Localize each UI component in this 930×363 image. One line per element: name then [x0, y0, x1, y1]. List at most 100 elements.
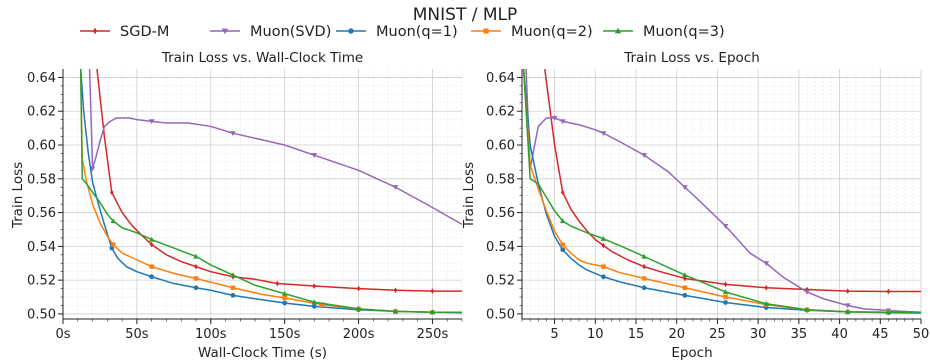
series-line — [544, 69, 921, 293]
x-tick-label: 200s — [343, 327, 375, 342]
data-point — [560, 242, 565, 247]
data-point — [230, 131, 236, 136]
data-point — [763, 300, 770, 306]
data-point — [682, 292, 688, 298]
data-point — [551, 115, 558, 121]
data-point — [601, 274, 606, 280]
series-sgd-m — [544, 69, 921, 295]
data-point — [392, 185, 399, 191]
legend-entry: Muon(SVD) — [210, 24, 331, 40]
data-point — [844, 309, 851, 315]
data-point — [642, 263, 646, 270]
data-point — [559, 218, 566, 224]
data-point — [722, 289, 729, 295]
legend-label: SGD-M — [120, 24, 169, 40]
data-point — [230, 285, 236, 290]
data-point — [682, 185, 688, 191]
y-tick-label: 0.52 — [27, 274, 56, 289]
data-point — [601, 264, 606, 269]
data-point — [319, 302, 324, 307]
x-tick-label: 25 — [709, 327, 726, 342]
data-point — [356, 285, 361, 292]
data-point — [194, 263, 198, 270]
x-tick-label: 20 — [668, 327, 685, 342]
legend-label: Muon(q=2) — [511, 24, 593, 40]
y-axis-label: Train Loss — [10, 162, 26, 229]
x-tick-label: 50 — [913, 327, 930, 342]
data-point — [193, 285, 199, 291]
data-point — [763, 261, 770, 267]
y-tick-label: 0.60 — [486, 139, 515, 154]
data-point — [886, 288, 891, 295]
data-point — [148, 119, 155, 125]
legend-label: Muon(q=3) — [643, 24, 725, 40]
legend-marker — [221, 28, 229, 35]
x-tick-label: 45 — [872, 327, 889, 342]
data-point — [723, 294, 728, 300]
data-point — [722, 223, 729, 229]
data-point — [600, 131, 607, 136]
x-tick-label: 30 — [750, 327, 767, 342]
series-line — [522, 69, 921, 314]
series-line — [88, 69, 462, 226]
y-tick-label: 0.56 — [486, 206, 515, 221]
series-sgd-m — [96, 69, 462, 294]
data-point — [559, 119, 566, 125]
y-tick-label: 0.64 — [27, 71, 56, 86]
data-point — [392, 308, 399, 314]
data-point — [560, 189, 565, 196]
chart-wall-clock: Train Loss vs. Wall-Clock Time Wall-Cloc… — [10, 50, 463, 361]
series-muon-q-3- — [79, 69, 462, 315]
data-point — [641, 153, 647, 158]
series-line — [525, 69, 921, 313]
legend-marker — [483, 28, 489, 34]
data-point — [393, 287, 398, 294]
legend: SGD-M Muon(SVD) Muon(q=1) Muon(q=2) Muon(q=3… — [80, 24, 725, 40]
plot-area — [522, 69, 921, 315]
data-point — [641, 285, 647, 291]
legend-entry: Muon(q=2) — [471, 24, 593, 40]
series-line — [79, 69, 462, 314]
x-tick-label: 150s — [269, 327, 301, 342]
x-tick-label: 250s — [417, 327, 449, 342]
data-point — [312, 283, 317, 289]
legend-label: Muon(q=1) — [376, 24, 458, 40]
series-line — [79, 69, 462, 313]
data-point — [230, 272, 236, 278]
data-point — [149, 264, 154, 269]
series-muon-q-2- — [522, 69, 921, 315]
data-point — [804, 306, 810, 312]
x-axis-label: Wall-Clock Time (s) — [198, 345, 327, 361]
y-tick-label: 0.60 — [27, 139, 56, 154]
y-tick-label: 0.62 — [486, 105, 515, 120]
data-point — [111, 242, 116, 247]
data-point — [429, 309, 436, 315]
legend-label: Muon(SVD) — [250, 24, 331, 40]
data-point — [845, 288, 850, 294]
data-point — [311, 299, 318, 305]
y-tick-label: 0.52 — [486, 274, 515, 289]
legend-marker — [348, 28, 354, 34]
y-axis-label: Train Loss — [461, 162, 477, 229]
y-tick-label: 0.54 — [27, 240, 56, 255]
data-point — [723, 281, 728, 288]
x-axis-label: Epoch — [671, 345, 712, 361]
data-point — [844, 303, 851, 309]
data-point — [311, 303, 317, 309]
y-tick-label: 0.54 — [486, 240, 515, 255]
data-point — [682, 285, 688, 290]
x-tick-label: 100s — [195, 327, 227, 342]
data-point — [804, 289, 810, 295]
data-point — [281, 290, 288, 296]
figure-title: MNIST / MLP — [413, 5, 518, 25]
x-tick-label: 10 — [587, 327, 604, 342]
data-point — [885, 309, 892, 315]
data-point — [148, 236, 155, 242]
grid — [521, 69, 922, 319]
legend-entry: Muon(q=1) — [336, 24, 458, 40]
data-point — [430, 288, 435, 294]
legend-entry: SGD-M — [80, 24, 169, 40]
data-point — [282, 300, 288, 306]
data-point — [682, 272, 688, 278]
